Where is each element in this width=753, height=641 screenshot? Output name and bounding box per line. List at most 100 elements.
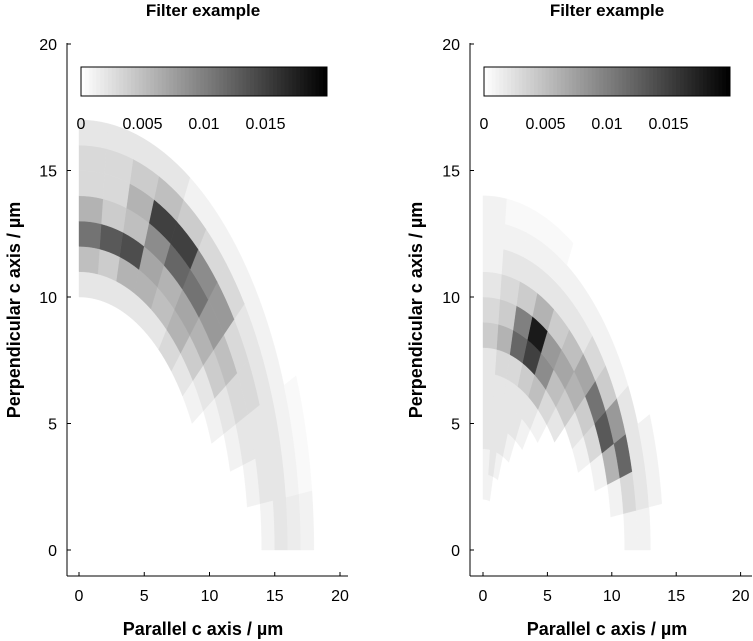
colorbar-frame bbox=[80, 66, 328, 97]
y-tick-label: 0 bbox=[48, 543, 57, 560]
colorbar-tick-label: 0.005 bbox=[525, 116, 565, 133]
colorbar-step bbox=[250, 67, 255, 96]
colorbar-step bbox=[211, 67, 217, 96]
colorbar-step bbox=[157, 67, 163, 96]
x-tick-label: 15 bbox=[667, 588, 685, 605]
colorbar-step bbox=[188, 67, 193, 96]
colorbar-step bbox=[277, 67, 282, 96]
colorbar-step bbox=[687, 67, 693, 96]
colorbar-step bbox=[84, 67, 90, 96]
left-chart-title: Filter example bbox=[146, 1, 260, 20]
colorbar-step bbox=[491, 67, 497, 96]
heatmap-cell bbox=[259, 500, 275, 551]
heatmap-cell bbox=[78, 271, 98, 300]
colorbar-step bbox=[533, 67, 539, 96]
colorbar-step bbox=[572, 67, 577, 96]
heatmap-cell bbox=[482, 322, 499, 350]
y-tick-label: 10 bbox=[39, 290, 57, 307]
colorbar-step bbox=[637, 67, 643, 96]
colorbar-step bbox=[100, 67, 105, 96]
right-y-axis-label: Perpendicular c axis / µm bbox=[406, 202, 426, 418]
right-chart-title: Filter example bbox=[550, 1, 664, 20]
colorbar-step bbox=[587, 67, 593, 96]
colorbar-step bbox=[580, 67, 585, 96]
colorbar-step bbox=[303, 67, 309, 96]
x-tick-label: 20 bbox=[331, 588, 349, 605]
colorbar-step bbox=[200, 67, 205, 96]
colorbar-step bbox=[223, 67, 228, 96]
colorbar-step bbox=[518, 67, 523, 96]
colorbar-step bbox=[487, 67, 493, 96]
colorbar-step bbox=[173, 67, 178, 96]
heatmap-cell bbox=[283, 375, 307, 439]
heatmap-cell bbox=[637, 414, 658, 466]
colorbar-step bbox=[280, 67, 286, 96]
x-tick-label: 15 bbox=[266, 588, 284, 605]
colorbar-step bbox=[645, 67, 650, 96]
colorbar-step bbox=[111, 67, 117, 96]
colorbar-step bbox=[104, 67, 109, 96]
colorbar-step bbox=[269, 67, 274, 96]
heatmap-cell bbox=[623, 510, 638, 551]
colorbar-step bbox=[622, 67, 627, 96]
y-tick-label: 0 bbox=[451, 543, 460, 560]
heatmap-cell bbox=[636, 506, 651, 551]
colorbar-step bbox=[315, 67, 320, 96]
heatmap-cell bbox=[78, 246, 100, 275]
colorbar-step bbox=[599, 67, 604, 96]
colorbar-step bbox=[292, 67, 297, 96]
y-tick-label: 20 bbox=[39, 37, 57, 54]
heatmap-cell bbox=[482, 372, 495, 400]
colorbar-step bbox=[603, 67, 608, 96]
heatmap-cell bbox=[298, 490, 315, 551]
heatmap-cell bbox=[482, 347, 497, 375]
colorbar-step bbox=[530, 67, 535, 96]
colorbar-step bbox=[507, 67, 512, 96]
heatmap-cell bbox=[78, 144, 107, 174]
heatmap-cell bbox=[482, 220, 506, 250]
heatmap-cells bbox=[482, 195, 662, 551]
colorbar-step bbox=[246, 67, 251, 96]
colorbar-step bbox=[323, 67, 328, 96]
colorbar-step bbox=[495, 67, 500, 96]
colorbar-step bbox=[192, 67, 197, 96]
colorbar-step bbox=[227, 67, 232, 96]
colorbar-step bbox=[568, 67, 573, 96]
colorbar-step bbox=[557, 67, 562, 96]
colorbar-step bbox=[595, 67, 600, 96]
colorbar-step bbox=[234, 67, 240, 96]
colorbar-step bbox=[319, 67, 324, 96]
colorbar-step bbox=[123, 67, 128, 96]
colorbar-step bbox=[300, 67, 305, 96]
y-tick-label: 10 bbox=[442, 290, 460, 307]
heatmap-cell bbox=[78, 220, 102, 250]
colorbar-step bbox=[154, 67, 159, 96]
colorbar-step bbox=[81, 67, 86, 96]
colorbar-step bbox=[576, 67, 581, 96]
colorbar-step bbox=[119, 67, 124, 96]
x-tick-label: 0 bbox=[75, 588, 84, 605]
colorbar-step bbox=[484, 67, 489, 96]
colorbar-step bbox=[553, 67, 558, 96]
colorbar-tick-label: 0 bbox=[480, 116, 489, 133]
colorbar-step bbox=[591, 67, 596, 96]
heatmap-cell bbox=[285, 493, 302, 551]
colorbar-tick-label: 0.005 bbox=[122, 116, 162, 133]
y-tick-label: 15 bbox=[39, 164, 57, 181]
x-tick-label: 10 bbox=[201, 588, 219, 605]
heatmap-cell bbox=[482, 397, 494, 425]
colorbar-step bbox=[653, 67, 658, 96]
colorbar-step bbox=[537, 67, 543, 96]
colorbar-step bbox=[150, 67, 155, 96]
colorbar-step bbox=[257, 67, 263, 96]
colorbar-step bbox=[560, 67, 566, 96]
colorbar-step bbox=[146, 67, 151, 96]
heatmap-cell bbox=[272, 496, 289, 551]
colorbar-step bbox=[607, 67, 612, 96]
colorbar-step bbox=[92, 67, 97, 96]
right-x-axis-label: Parallel c axis / µm bbox=[527, 619, 687, 639]
left-panel: Filter example Parallel c axis / µm Perp… bbox=[4, 1, 349, 639]
colorbar-step bbox=[549, 67, 554, 96]
colorbar-step bbox=[699, 67, 704, 96]
colorbar-step bbox=[177, 67, 182, 96]
